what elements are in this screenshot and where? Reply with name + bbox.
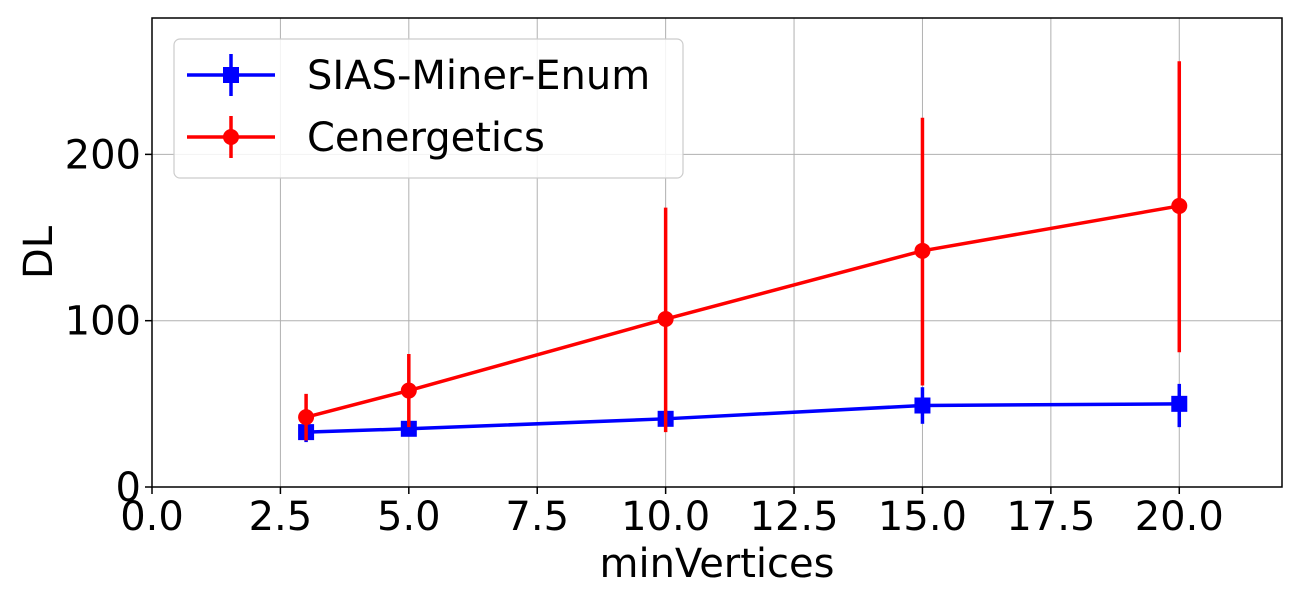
legend-marker xyxy=(223,129,239,145)
series-sias-miner-enum xyxy=(298,383,1188,443)
series-line xyxy=(306,402,1180,434)
plot-frame xyxy=(151,17,1283,488)
x-tick-label: 0.0 xyxy=(120,494,184,540)
x-axis-label: minVertices xyxy=(600,541,835,587)
y-tick-label: 0 xyxy=(116,465,141,511)
tick-labels: 0.0 2.5 5.0 7.5 10.0 12.5 15.0 17.5 20.0 0 100 200 xyxy=(65,132,1224,540)
legend-entry-sias-miner-enum xyxy=(187,54,275,96)
x-tick-label: 20.0 xyxy=(1135,494,1224,540)
legend-box xyxy=(173,38,684,179)
legend-label-sias-miner-enum: SIAS-Miner-Enum xyxy=(307,53,650,99)
x-tick-label: 7.5 xyxy=(505,494,569,540)
data-point xyxy=(657,311,674,328)
y-tick-label: 200 xyxy=(65,132,141,178)
y-axis-label: DL xyxy=(16,225,62,279)
series-line xyxy=(305,204,1180,419)
legend: SIAS-Miner-Enum Cenergetics xyxy=(173,38,684,179)
data-point xyxy=(914,397,931,414)
x-tick-label: 5.0 xyxy=(377,494,441,540)
series-layer xyxy=(298,61,1188,443)
x-tick-label: 10.0 xyxy=(621,494,710,540)
data-point xyxy=(1171,197,1188,214)
data-point xyxy=(1171,395,1188,412)
legend-label-cenergetics: Cenergetics xyxy=(307,115,545,161)
legend-entry-cenergetics xyxy=(187,116,275,158)
data-point xyxy=(298,409,315,426)
data-point xyxy=(400,420,417,437)
x-tick-label: 12.5 xyxy=(750,494,839,540)
legend-marker xyxy=(223,67,239,83)
y-tick-label: 100 xyxy=(65,299,141,345)
x-tick-label: 17.5 xyxy=(1006,494,1095,540)
data-point xyxy=(400,382,417,399)
data-point xyxy=(914,242,931,259)
x-tick-label: 15.0 xyxy=(878,494,967,540)
series-cenergetics xyxy=(298,61,1188,441)
x-tick-label: 2.5 xyxy=(249,494,313,540)
